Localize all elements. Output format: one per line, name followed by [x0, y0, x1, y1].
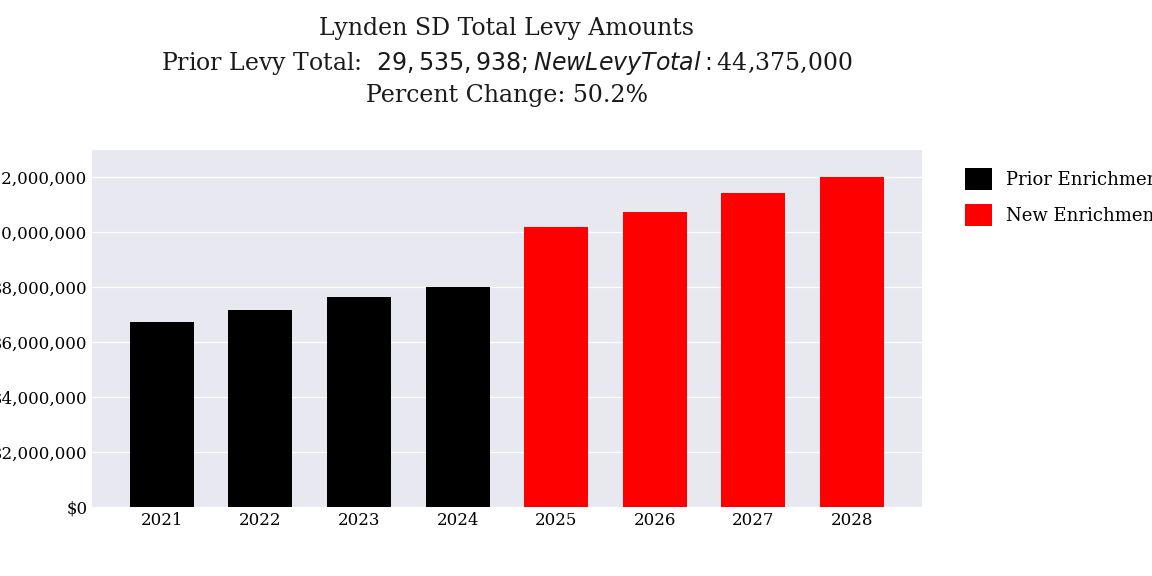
Bar	[228, 309, 293, 507]
Legend: Prior Enrichment, New Enrichment: Prior Enrichment, New Enrichment	[955, 159, 1152, 236]
Text: Lynden SD Total Levy Amounts
Prior Levy Total:  $29,535,938; New Levy Total: $44: Lynden SD Total Levy Amounts Prior Levy …	[161, 17, 852, 107]
Bar	[623, 212, 687, 507]
Bar	[327, 297, 391, 507]
Bar	[820, 176, 884, 507]
Bar	[425, 287, 490, 507]
Bar	[524, 227, 589, 507]
Bar	[130, 323, 194, 507]
Bar	[721, 193, 786, 507]
